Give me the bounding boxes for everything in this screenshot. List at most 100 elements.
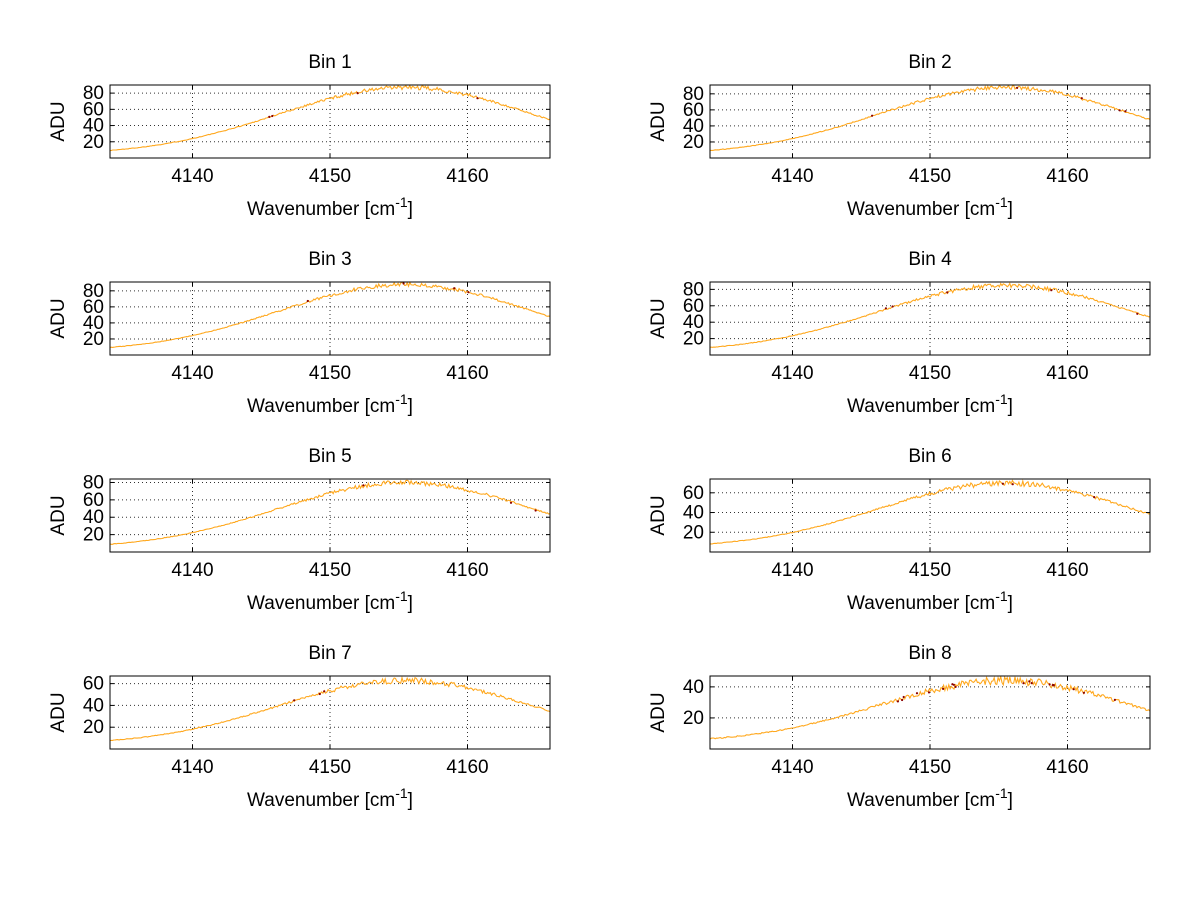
x-axis-label-main: Wavenumber [cm bbox=[847, 396, 995, 417]
y-tick-label: 60 bbox=[83, 297, 104, 318]
x-axis-label-close: ] bbox=[1008, 396, 1013, 417]
speckle-dot bbox=[1022, 682, 1025, 685]
subplot-bin-1: 4140 4150 4160 20 40 60 80 Bin 1 ADU Wavenumber [… bbox=[0, 40, 600, 237]
y-tick-label: 60 bbox=[83, 490, 104, 511]
y-tick-label: 80 bbox=[83, 472, 104, 493]
speckle-dot bbox=[362, 484, 365, 487]
x-tick-label: 4150 bbox=[309, 363, 351, 384]
y-tick-label: 20 bbox=[683, 708, 704, 729]
y-axis-label: ADU bbox=[48, 692, 69, 732]
x-tick-label: 4160 bbox=[446, 166, 488, 187]
speckle-dot bbox=[1011, 483, 1014, 486]
speckle-group bbox=[896, 680, 1116, 703]
y-tick-label: 20 bbox=[83, 132, 104, 153]
x-axis-label-close: ] bbox=[408, 396, 413, 417]
y-tick-label: 60 bbox=[83, 674, 104, 695]
y-tick-label: 60 bbox=[683, 483, 704, 504]
x-axis-label-close: ] bbox=[1008, 790, 1013, 811]
x-axis-label-main: Wavenumber [cm bbox=[247, 199, 395, 220]
speckle-dot bbox=[915, 692, 919, 695]
subplot-bin-6: 4140 4150 4160 20 40 60 Bin 6 ADU Wavenumber [cm… bbox=[600, 434, 1200, 631]
subplot-bin-8: 4140 4150 4160 20 40 Bin 8 ADU Wavenumber [cm-1… bbox=[600, 631, 1200, 828]
x-axis-label: Wavenumber [cm-1] bbox=[247, 391, 413, 417]
x-axis-label-main: Wavenumber [cm bbox=[847, 790, 995, 811]
plot-title: Bin 7 bbox=[308, 643, 351, 664]
speckle-dot bbox=[1052, 684, 1055, 687]
y-axis-label: ADU bbox=[48, 298, 69, 338]
y-tick-label: 60 bbox=[683, 296, 704, 317]
x-tick-label: 4160 bbox=[1046, 757, 1088, 778]
subplot-bin-3: 4140 4150 4160 20 40 60 80 Bin 3 ADU Wavenumber [… bbox=[0, 237, 600, 434]
speckle-dot bbox=[871, 114, 874, 117]
y-axis-label: ADU bbox=[648, 692, 669, 732]
speckle-dot bbox=[1050, 289, 1053, 292]
x-tick-label: 4150 bbox=[909, 166, 951, 187]
speckle-dot bbox=[1001, 482, 1004, 485]
x-tick-label: 4140 bbox=[171, 363, 213, 384]
x-axis-label: Wavenumber [cm-1] bbox=[247, 194, 413, 220]
x-axis-label-main: Wavenumber [cm bbox=[247, 790, 395, 811]
speckle-group bbox=[306, 282, 470, 303]
spectrum-curve bbox=[710, 676, 1150, 740]
x-axis-label: Wavenumber [cm-1] bbox=[847, 785, 1013, 811]
spectrum-curve bbox=[110, 282, 550, 349]
plot-title: Bin 6 bbox=[908, 446, 951, 467]
spectrum-curve bbox=[110, 676, 550, 742]
x-tick-label: 4160 bbox=[1046, 166, 1088, 187]
speckle-dot bbox=[402, 282, 405, 285]
subplot-bin-7: 4140 4150 4160 20 40 60 Bin 7 ADU Wavenumber [cm… bbox=[0, 631, 600, 828]
x-axis-label: Wavenumber [cm-1] bbox=[847, 391, 1013, 417]
x-tick-label: 4140 bbox=[771, 560, 813, 581]
spectrum-curve bbox=[710, 85, 1150, 151]
x-tick-label: 4140 bbox=[771, 166, 813, 187]
y-tick-label: 80 bbox=[683, 84, 704, 105]
x-axis-label-sup: -1 bbox=[395, 391, 408, 407]
y-tick-label: 20 bbox=[683, 132, 704, 153]
x-tick-label: 4160 bbox=[1046, 363, 1088, 384]
x-tick-label: 4140 bbox=[171, 166, 213, 187]
x-tick-label: 4140 bbox=[771, 363, 813, 384]
speckle-dot bbox=[1118, 109, 1121, 112]
speckle-dot bbox=[927, 691, 931, 694]
x-axis-label-sup: -1 bbox=[995, 588, 1008, 604]
speckle-group bbox=[362, 484, 537, 512]
plot-svg: 4140 4150 4160 20 40 Bin 8 ADU Wavenumber [cm-1… bbox=[648, 643, 1151, 811]
speckle-dot bbox=[1016, 86, 1019, 89]
plot-title: Bin 8 bbox=[908, 643, 951, 664]
y-tick-label: 60 bbox=[683, 100, 704, 121]
y-axis-label: ADU bbox=[48, 101, 69, 141]
y-tick-label: 20 bbox=[83, 525, 104, 546]
speckle-dot bbox=[1080, 97, 1083, 100]
speckle-dot bbox=[534, 509, 537, 512]
x-axis-label-sup: -1 bbox=[395, 785, 408, 801]
x-tick-label: 4150 bbox=[909, 757, 951, 778]
x-axis-label: Wavenumber [cm-1] bbox=[847, 588, 1013, 614]
plot-title: Bin 1 bbox=[308, 52, 351, 73]
speckle-dot bbox=[509, 501, 513, 504]
x-axis-label-sup: -1 bbox=[995, 785, 1008, 801]
x-axis-label-close: ] bbox=[1008, 199, 1013, 220]
spectrum-curve bbox=[110, 479, 550, 545]
spectrum-curve bbox=[710, 479, 1150, 545]
y-axis-label: ADU bbox=[648, 495, 669, 535]
x-axis-label: Wavenumber [cm-1] bbox=[247, 785, 413, 811]
x-tick-label: 4160 bbox=[446, 757, 488, 778]
speckle-dot bbox=[954, 685, 957, 688]
x-axis-label: Wavenumber [cm-1] bbox=[247, 588, 413, 614]
subplot-bin-5: 4140 4150 4160 20 40 60 80 Bin 5 ADU Wavenumber [… bbox=[0, 434, 600, 631]
speckle-dot bbox=[952, 683, 955, 686]
x-tick-label: 4150 bbox=[309, 560, 351, 581]
y-tick-label: 20 bbox=[683, 329, 704, 350]
x-axis-label-main: Wavenumber [cm bbox=[847, 593, 995, 614]
plot-title: Bin 4 bbox=[908, 249, 952, 270]
x-tick-label: 4140 bbox=[171, 757, 213, 778]
speckle-dot bbox=[318, 692, 321, 696]
speckle-dot bbox=[1136, 312, 1139, 315]
